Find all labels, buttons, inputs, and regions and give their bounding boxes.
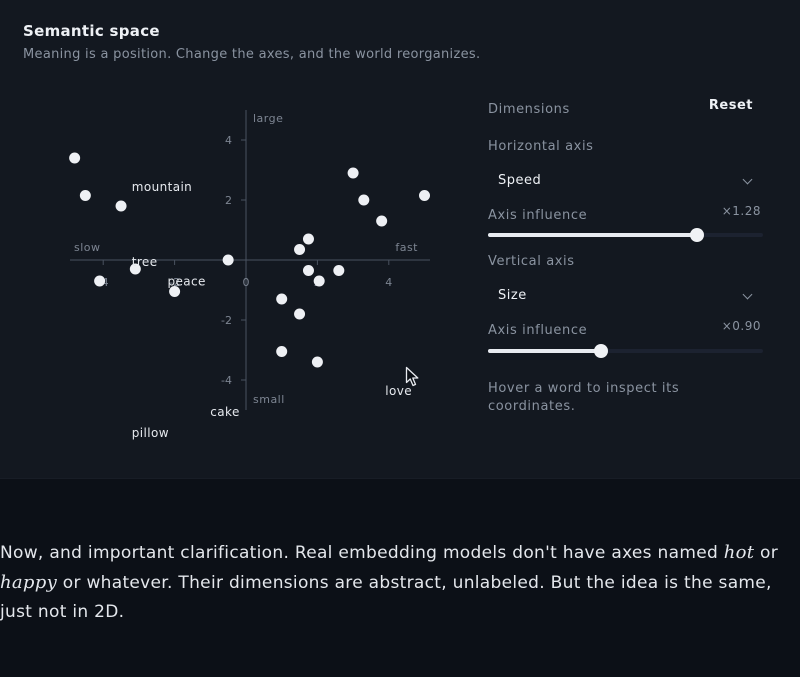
scatter-plot[interactable]: -4-202442-2-4largesmallslowfastmountaint… bbox=[0, 0, 480, 478]
slider-fill bbox=[488, 349, 601, 353]
slider-thumb[interactable] bbox=[593, 344, 608, 358]
y-tick-label: 2 bbox=[225, 194, 232, 207]
word-point[interactable] bbox=[94, 275, 106, 287]
hover-hint: Hover a word to inspect its coordinates. bbox=[488, 381, 680, 414]
chevron-down-icon bbox=[742, 289, 753, 300]
card-subtitle: Meaning is a position. Change the axes, … bbox=[23, 47, 481, 62]
word-point[interactable] bbox=[419, 190, 430, 201]
axis-label-bottom: small bbox=[253, 393, 285, 406]
word-point[interactable] bbox=[358, 194, 370, 206]
word-label-mountain[interactable]: mountain bbox=[132, 180, 192, 194]
word-point[interactable] bbox=[79, 190, 91, 201]
prose-text: or bbox=[754, 543, 779, 563]
x-tick-label: 0 bbox=[243, 276, 250, 289]
y-tick-label: -2 bbox=[221, 314, 232, 327]
word-label-peace[interactable]: peace bbox=[167, 275, 205, 289]
vertical-influence-label: Axis influence bbox=[488, 323, 588, 338]
word-point[interactable] bbox=[129, 263, 141, 275]
word-label-pillow[interactable]: pillow bbox=[132, 426, 169, 440]
x-tick-label: 4 bbox=[385, 276, 392, 289]
word-label-love[interactable]: love bbox=[385, 384, 412, 398]
word-point[interactable] bbox=[276, 346, 288, 357]
prose-emphasis-happy: happy bbox=[0, 572, 58, 593]
horizontal-axis-select[interactable]: Speed bbox=[488, 167, 763, 197]
vertical-influence-value: ×0.90 bbox=[721, 319, 761, 333]
prose-text: Now, and important clarification. Real e… bbox=[0, 543, 719, 563]
word-label-tree[interactable]: tree bbox=[132, 255, 158, 269]
axis-label-right: fast bbox=[395, 241, 418, 254]
word-point[interactable] bbox=[294, 308, 306, 320]
word-point[interactable] bbox=[311, 356, 323, 368]
vertical-influence-slider[interactable] bbox=[488, 344, 763, 358]
horizontal-influence-slider[interactable] bbox=[488, 228, 763, 242]
word-point[interactable] bbox=[313, 275, 325, 287]
chevron-down-icon bbox=[742, 174, 753, 185]
body-paragraph: Now, and important clarification. Real e… bbox=[0, 538, 800, 627]
word-point[interactable] bbox=[69, 152, 81, 164]
word-point[interactable] bbox=[294, 244, 306, 255]
slider-fill bbox=[488, 233, 697, 237]
word-point[interactable] bbox=[333, 265, 345, 276]
vertical-axis-label: Vertical axis bbox=[488, 254, 575, 269]
horizontal-axis-value: Speed bbox=[498, 173, 542, 188]
word-point[interactable] bbox=[376, 215, 388, 227]
card-title: Semantic space bbox=[23, 22, 160, 40]
vertical-axis-select[interactable]: Size bbox=[488, 282, 763, 312]
word-point[interactable] bbox=[169, 286, 181, 297]
vertical-axis-value: Size bbox=[498, 288, 527, 303]
horizontal-axis-label: Horizontal axis bbox=[488, 139, 594, 154]
mouse-cursor-icon bbox=[405, 366, 419, 387]
y-tick-label: -4 bbox=[221, 374, 232, 387]
x-tick-label: -2 bbox=[169, 276, 180, 289]
word-point[interactable] bbox=[347, 167, 359, 179]
word-label-cake[interactable]: cake bbox=[210, 405, 239, 419]
word-point[interactable] bbox=[276, 293, 288, 305]
word-point[interactable] bbox=[115, 200, 127, 212]
horizontal-influence-value: ×1.28 bbox=[721, 204, 761, 218]
semantic-space-card: Semantic space Meaning is a position. Ch… bbox=[0, 0, 763, 478]
slider-thumb[interactable] bbox=[690, 228, 704, 242]
horizontal-influence-label: Axis influence bbox=[488, 208, 588, 223]
reset-button[interactable]: Reset bbox=[708, 98, 753, 113]
word-point[interactable] bbox=[302, 233, 314, 245]
axis-label-left: slow bbox=[74, 241, 101, 254]
word-point[interactable] bbox=[222, 254, 234, 266]
word-point[interactable] bbox=[302, 265, 314, 276]
y-tick-label: 4 bbox=[225, 134, 232, 147]
prose-text: or whatever. Their dimensions are abstra… bbox=[0, 573, 772, 622]
prose-emphasis-hot: hot bbox=[723, 542, 755, 563]
axis-label-top: large bbox=[253, 112, 283, 125]
panel-title: Dimensions bbox=[488, 102, 570, 117]
